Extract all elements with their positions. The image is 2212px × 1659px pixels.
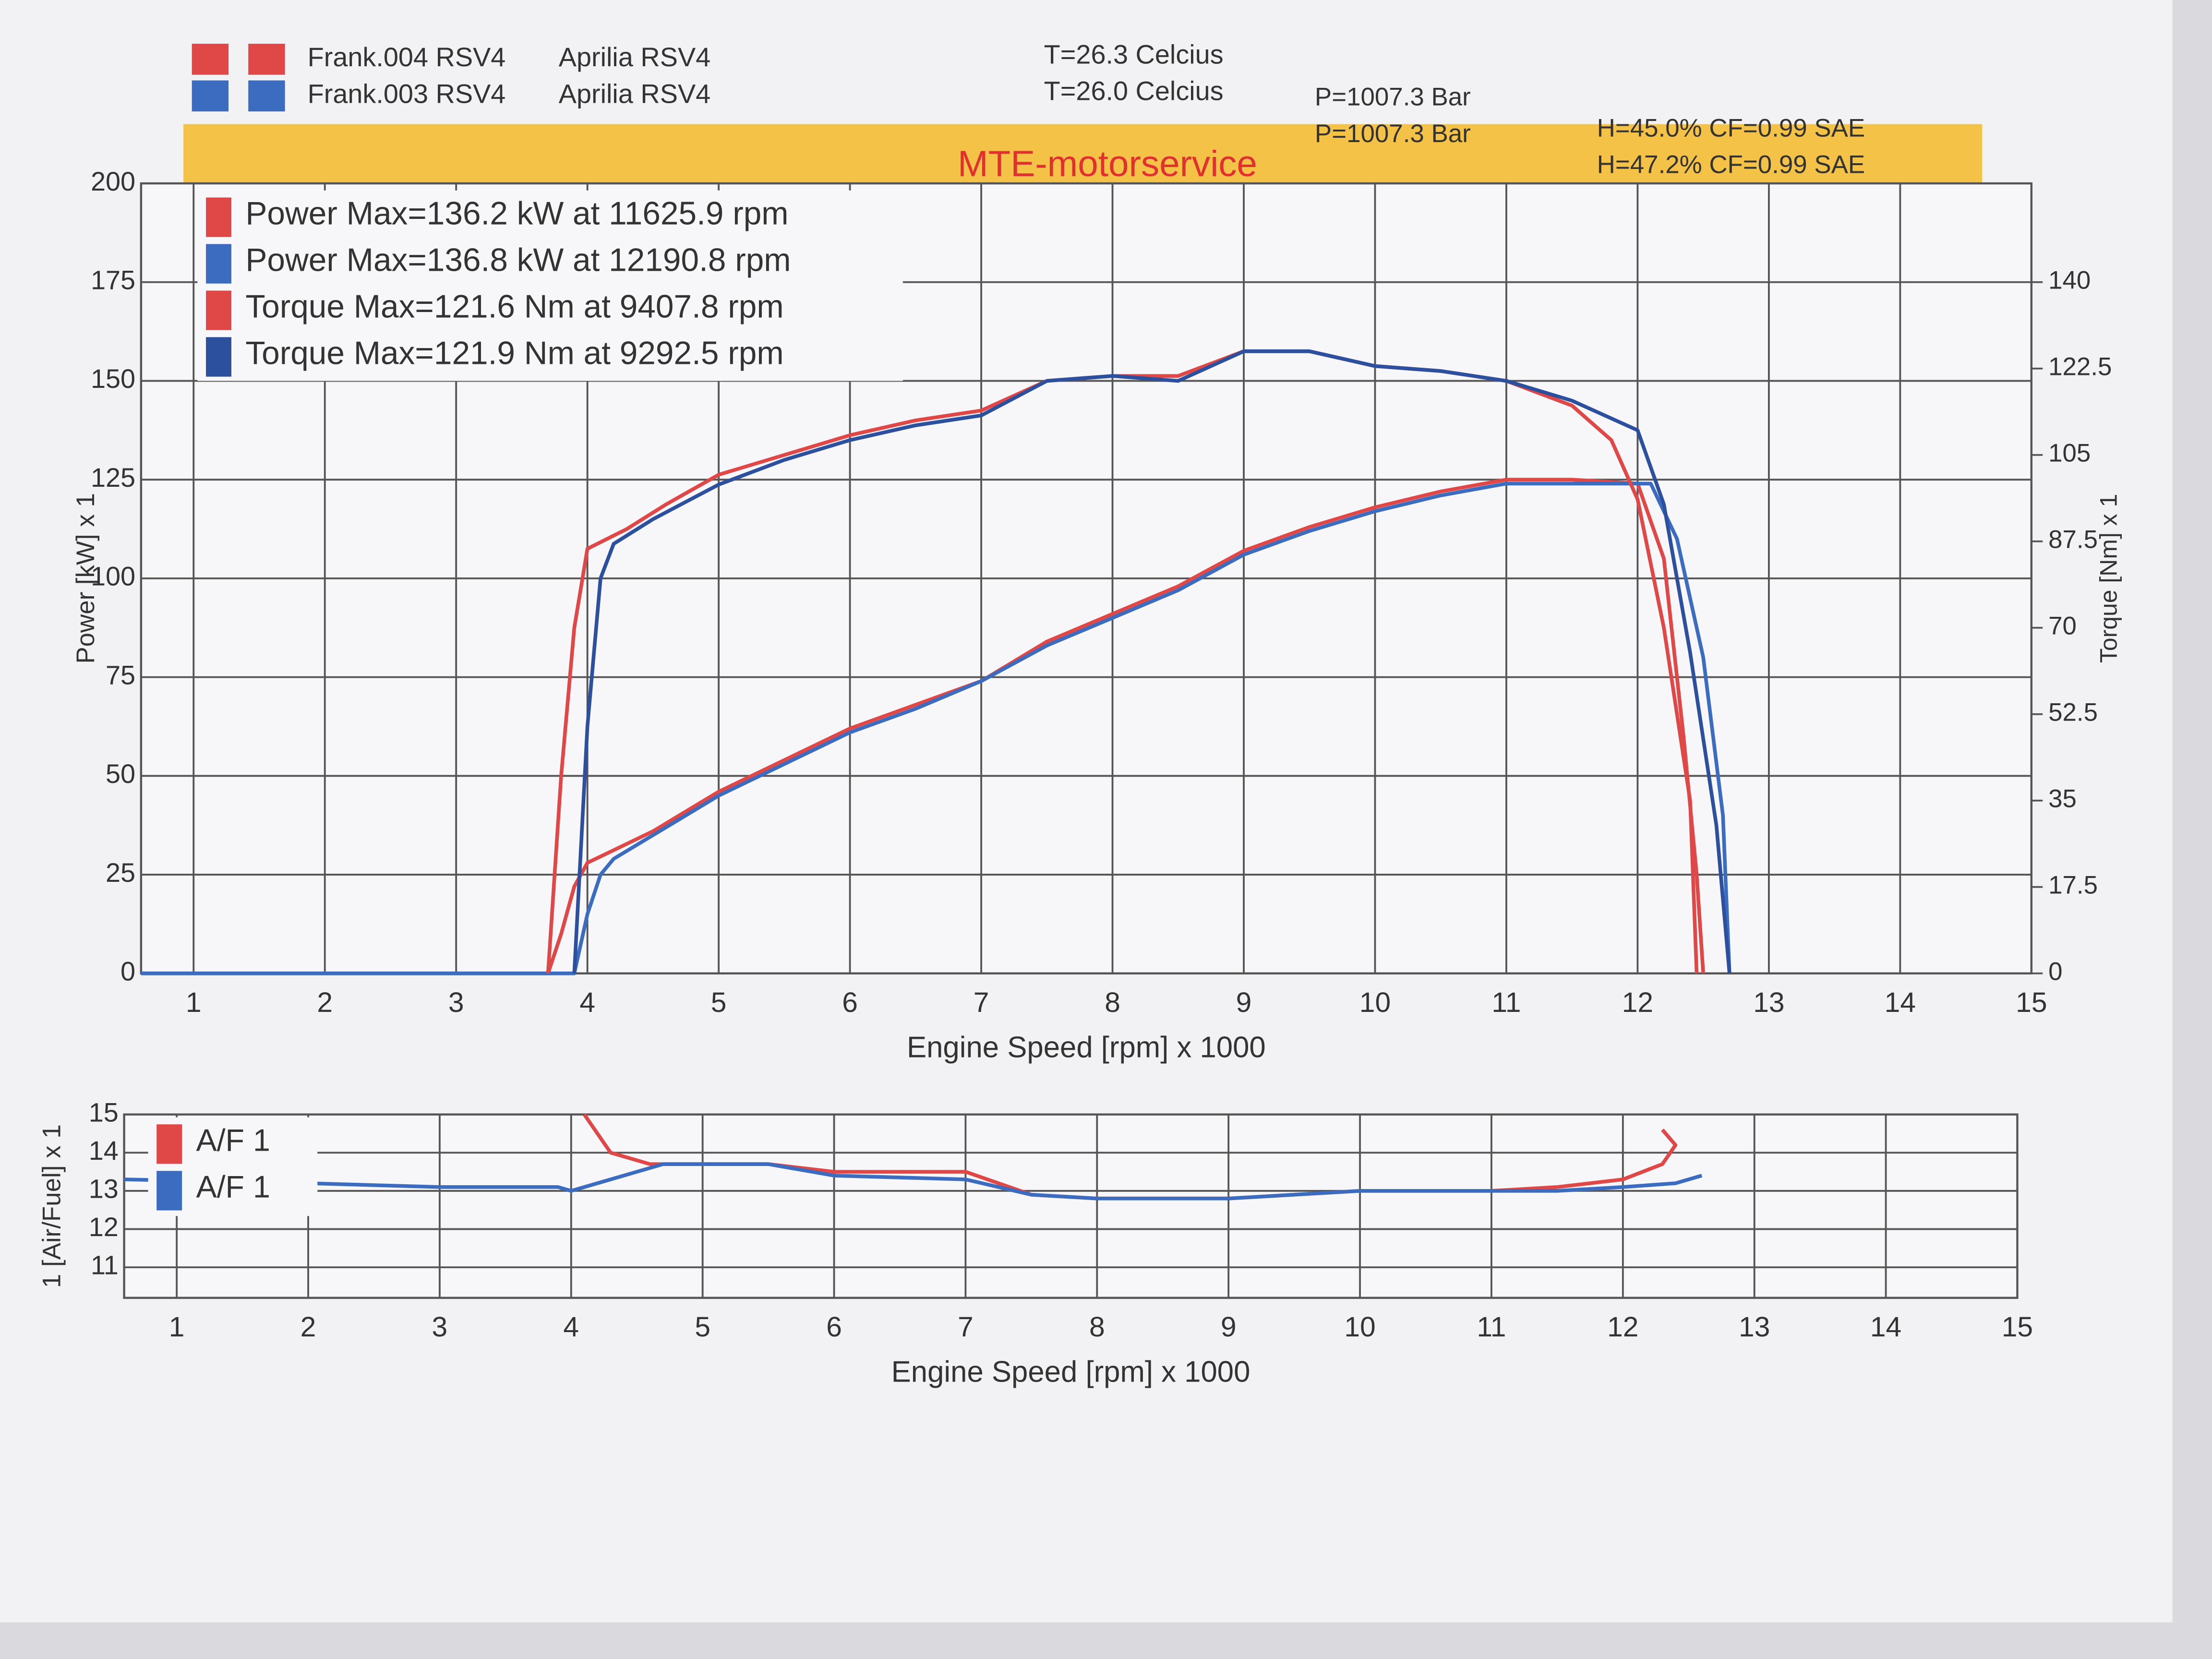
y-tick-label: 200 <box>91 166 135 196</box>
run-temperature: T=26.0 Celcius <box>1044 76 1224 106</box>
plot-frame <box>123 1113 2019 1299</box>
x-tick-label: 1 <box>169 1311 185 1343</box>
series-line <box>141 481 1731 975</box>
y2-tick-label: 140 <box>2048 266 2091 295</box>
x-tick-label: 7 <box>958 1311 974 1343</box>
legend-swatch <box>206 337 231 377</box>
run-temperature: T=26.3 Celcius <box>1044 39 1224 69</box>
y-tick-label: 11 <box>91 1250 119 1280</box>
y-tick-label: 0 <box>120 956 135 986</box>
legend-label: Torque Max=121.6 Nm at 9407.8 rpm <box>245 289 783 325</box>
run-name: Frank.004 RSV4 <box>308 42 506 72</box>
x-tick-label: 7 <box>974 987 989 1018</box>
x-tick-label: 6 <box>842 987 858 1018</box>
x-axis-label: Engine Speed [rpm] x 1000 <box>891 1356 1250 1389</box>
x-tick-label: 8 <box>1089 1311 1105 1343</box>
run-swatch <box>248 44 285 75</box>
x-tick-label: 3 <box>432 1311 448 1343</box>
legend-box <box>197 190 903 381</box>
x-tick-label: 9 <box>1236 987 1252 1018</box>
x-axis-label: Engine Speed [rpm] x 1000 <box>907 1031 1266 1064</box>
y2-tick-label: 17.5 <box>2048 871 2098 900</box>
y2-tick-label: 52.5 <box>2048 698 2098 727</box>
x-tick-label: 13 <box>1739 1311 1770 1343</box>
plot-area <box>124 1114 2018 1298</box>
chart-title: MTE-motorservice <box>958 144 1257 184</box>
x-tick-label: 12 <box>1622 987 1653 1018</box>
legend-label: Power Max=136.2 kW at 11625.9 rpm <box>245 195 788 231</box>
run-swatch <box>192 44 229 75</box>
legend-swatch <box>206 290 231 330</box>
x-tick-label: 2 <box>301 1311 316 1343</box>
legend-label: Power Max=136.8 kW at 12190.8 rpm <box>245 242 791 278</box>
x-tick-label: 14 <box>1885 987 1916 1018</box>
y-tick-label: 25 <box>106 857 135 888</box>
run-pressure: P=1007.3 Bar <box>1315 120 1471 148</box>
y2-tick-label: 122.5 <box>2048 353 2112 381</box>
y-tick-label: 15 <box>89 1097 119 1127</box>
x-tick-label: 3 <box>448 987 464 1018</box>
y-tick-label: 150 <box>91 363 135 394</box>
run-swatch <box>192 80 229 112</box>
x-tick-label: 15 <box>2002 1311 2033 1343</box>
y2-tick-label: 0 <box>2048 958 2062 986</box>
x-tick-label: 8 <box>1105 987 1120 1018</box>
legend-swatch <box>156 1124 182 1164</box>
legend-swatch <box>156 1171 182 1211</box>
y-axis-label: 1 [Air/Fuel] x 1 <box>38 1124 66 1288</box>
legend-label: A/F 1 <box>196 1122 270 1157</box>
plot-frame <box>140 182 2033 974</box>
run-humidity: H=47.2% CF=0.99 SAE <box>1597 151 1865 179</box>
run-pressure: P=1007.3 Bar <box>1315 83 1471 111</box>
x-tick-label: 11 <box>1477 1311 1506 1343</box>
legend-label: Torque Max=121.9 Nm at 9292.5 rpm <box>245 335 783 371</box>
x-tick-label: 10 <box>1344 1311 1375 1343</box>
y2-tick-label: 87.5 <box>2048 526 2098 554</box>
x-tick-label: 11 <box>1491 987 1521 1018</box>
x-tick-label: 13 <box>1753 987 1784 1018</box>
x-tick-label: 9 <box>1221 1311 1237 1343</box>
x-tick-label: 14 <box>1870 1311 1901 1343</box>
y-tick-label: 175 <box>91 265 135 295</box>
x-tick-label: 2 <box>317 987 333 1018</box>
run-humidity: H=45.0% CF=0.99 SAE <box>1597 114 1865 142</box>
run-swatch <box>248 80 285 112</box>
x-tick-label: 1 <box>186 987 202 1018</box>
y-tick-label: 14 <box>89 1135 119 1166</box>
y2-tick-label: 35 <box>2048 785 2077 813</box>
series-line <box>124 1162 1703 1201</box>
y-tick-label: 125 <box>91 462 135 493</box>
y-tick-label: 50 <box>106 758 135 789</box>
run-name: Frank.003 RSV4 <box>308 79 506 109</box>
x-tick-label: 5 <box>695 1311 710 1343</box>
x-tick-label: 15 <box>2016 987 2047 1018</box>
run-vehicle: Aprilia RSV4 <box>559 79 711 109</box>
x-tick-label: 12 <box>1607 1311 1638 1343</box>
y2-tick-label: 70 <box>2048 612 2077 640</box>
x-tick-label: 4 <box>563 1311 579 1343</box>
x-tick-label: 4 <box>579 987 595 1018</box>
y2-tick-label: 105 <box>2048 439 2091 468</box>
run-vehicle: Aprilia RSV4 <box>559 42 711 72</box>
legend-label: A/F 1 <box>196 1169 270 1204</box>
legend-swatch <box>206 197 231 237</box>
y-tick-label: 100 <box>91 561 135 591</box>
y-tick-label: 13 <box>89 1174 119 1204</box>
x-tick-label: 5 <box>711 987 727 1018</box>
y-tick-label: 12 <box>89 1212 119 1242</box>
y2-axis-label: Torque [Nm] x 1 <box>2095 494 2122 663</box>
y-axis-label: Power [kW] x 1 <box>72 493 100 664</box>
legend-swatch <box>206 244 231 284</box>
y-tick-label: 75 <box>106 660 135 690</box>
x-tick-label: 6 <box>826 1311 842 1343</box>
x-tick-label: 10 <box>1359 987 1391 1018</box>
series-line <box>572 349 1731 974</box>
